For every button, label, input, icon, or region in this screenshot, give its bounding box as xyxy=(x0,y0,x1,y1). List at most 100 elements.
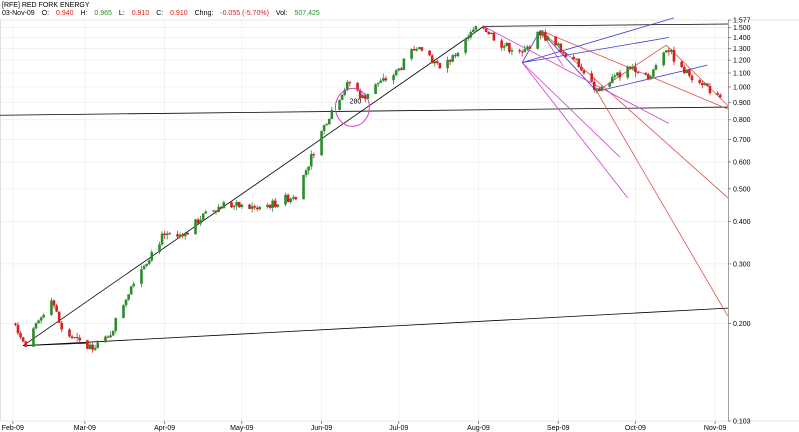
candle-up xyxy=(505,42,509,47)
candle-down xyxy=(24,341,28,347)
date-value: 03-Nov-09 xyxy=(2,10,35,17)
y-tick-label: 0.400 xyxy=(733,219,751,226)
candle-up xyxy=(523,49,527,53)
candle-down xyxy=(253,206,256,208)
candle-up xyxy=(402,58,406,70)
candle-up xyxy=(232,205,236,208)
candle-up xyxy=(526,46,529,50)
candle-up xyxy=(124,299,128,306)
trend-line-support xyxy=(23,307,729,347)
candle-down xyxy=(508,42,511,52)
candle-up xyxy=(654,65,658,70)
candle-down xyxy=(176,234,179,237)
candle-down xyxy=(528,46,532,49)
breakout-circle-label: 280 xyxy=(350,98,362,105)
candle-up xyxy=(222,202,226,209)
candle-down xyxy=(636,72,640,74)
candle-down xyxy=(618,72,622,78)
candle-down xyxy=(559,43,563,53)
candle-up xyxy=(322,125,326,132)
candle-up xyxy=(418,47,421,49)
candle-down xyxy=(436,61,439,64)
candle-up xyxy=(240,204,244,208)
candle-up xyxy=(32,328,35,347)
candle-down xyxy=(667,50,671,52)
y-tick-label: 1.400 xyxy=(733,35,751,42)
candle-up xyxy=(34,323,38,329)
ohlc-readout: 03-Nov-09 O: 0.940 H: 0.965 L: 0.910 C: … xyxy=(2,9,325,18)
y-tick-label: 0.600 xyxy=(733,160,751,167)
candle-up xyxy=(127,294,130,300)
high-value: 0.965 xyxy=(94,10,112,17)
candle-up xyxy=(150,252,154,261)
volume-value: 507,425 xyxy=(294,10,320,17)
candle-down xyxy=(255,207,259,210)
fork-red-ray xyxy=(539,30,729,199)
fork-blue-ray xyxy=(522,37,669,64)
candle-up xyxy=(93,347,97,350)
candle-up xyxy=(541,32,545,36)
candle-up xyxy=(217,206,220,212)
candle-down xyxy=(454,55,457,57)
candle-up xyxy=(610,76,614,83)
candle-up xyxy=(50,300,53,315)
candle-up xyxy=(626,66,629,78)
candle-down xyxy=(86,340,89,349)
fork-magenta-ray xyxy=(521,62,621,158)
candle-down xyxy=(214,210,218,212)
x-tick-label: Aug-09 xyxy=(467,425,490,432)
candle-up xyxy=(631,66,635,69)
candle-up xyxy=(662,52,665,66)
candle-down xyxy=(248,204,251,209)
candle-up xyxy=(96,342,100,348)
candle-down xyxy=(562,52,565,54)
candle-up xyxy=(129,286,133,295)
candle-down xyxy=(554,36,557,46)
candle-down xyxy=(273,200,277,207)
candle-down xyxy=(564,53,568,57)
candle-up xyxy=(649,76,653,80)
candle-down xyxy=(420,47,424,51)
fork-red-ray xyxy=(596,91,729,317)
candle-up xyxy=(250,206,254,209)
y-tick-label: 1.300 xyxy=(733,46,751,53)
y-tick-label: 0.200 xyxy=(733,321,751,328)
candle-down xyxy=(448,59,452,62)
candle-down xyxy=(718,94,722,98)
candle-up xyxy=(327,118,331,125)
candle-up xyxy=(104,336,107,343)
candle-up xyxy=(595,88,599,90)
candle-down xyxy=(706,83,709,86)
candle-up xyxy=(379,80,383,83)
candle-up xyxy=(366,93,370,99)
y-tick-label: 1.577 xyxy=(733,18,751,25)
candle-down xyxy=(348,82,352,84)
x-tick-label: Oct-09 xyxy=(625,425,646,432)
candle-down xyxy=(268,204,272,208)
candle-up xyxy=(608,82,611,87)
candle-up xyxy=(212,210,215,212)
candle-up xyxy=(142,266,146,270)
candle-up xyxy=(302,174,305,200)
candle-down xyxy=(646,74,650,80)
candle-down xyxy=(219,206,223,209)
trend-line-top xyxy=(483,23,729,27)
x-tick-label: Sep-09 xyxy=(547,425,570,432)
candle-up xyxy=(266,204,269,208)
candle-up xyxy=(289,198,292,202)
annotation: 280 xyxy=(334,87,370,127)
candle-up xyxy=(397,68,401,71)
candle-down xyxy=(700,82,704,85)
open-label: O: xyxy=(41,10,50,17)
candle-down xyxy=(518,50,521,52)
y-tick-label: 0.900 xyxy=(733,100,751,107)
candle-up xyxy=(472,29,475,32)
candle-up xyxy=(276,204,280,207)
candle-up xyxy=(433,61,437,64)
trend-line-rising xyxy=(22,26,484,346)
breakout-circle xyxy=(334,87,370,127)
candle-down xyxy=(168,233,172,235)
candle-up xyxy=(464,38,467,53)
candle-down xyxy=(384,78,388,81)
y-tick-label: 1.000 xyxy=(733,84,751,91)
